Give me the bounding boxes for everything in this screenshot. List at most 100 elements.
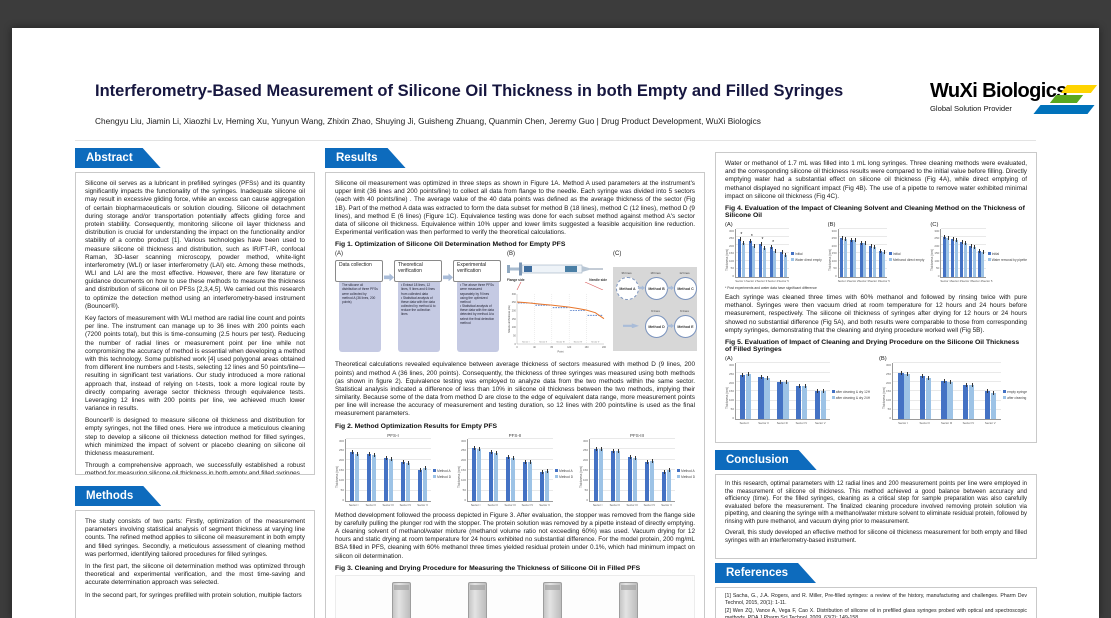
fig2a-part <box>366 439 377 501</box>
fig2b-part <box>542 469 543 474</box>
fig2c-part <box>630 455 631 460</box>
fig5b-part <box>904 372 910 419</box>
fig2b-part: Method D <box>559 474 573 479</box>
fig2a-part <box>425 466 426 471</box>
fig2c-part <box>664 470 665 475</box>
fig5a-part <box>785 379 787 384</box>
methods-paragraph: In the first part, the silicone oil dete… <box>85 562 305 587</box>
fig2b-part <box>555 469 559 473</box>
references-box: [1] Sacha, G., J.A. Rogers, and R. Mille… <box>715 587 1037 618</box>
fig2a-part <box>383 456 389 501</box>
fig5b-part: empty syringe <box>1003 390 1027 394</box>
fig2b-part <box>493 450 499 501</box>
figure1-label-a: (A) <box>335 251 343 258</box>
fig4c-part <box>946 235 950 277</box>
fig2b-part <box>496 450 497 455</box>
fig2a-part <box>349 450 355 501</box>
fig2c-part <box>590 479 676 480</box>
fig4b-part: Sector 1 <box>837 278 849 283</box>
fig4a-part: * <box>748 229 756 277</box>
fig1b-part: 250 <box>512 302 517 305</box>
fig2c-part <box>669 467 670 472</box>
figure-5: Thickness (nm) 300 250 200 150 100 50 0 Sector I… <box>725 362 1027 427</box>
method-circle: Method C <box>674 277 697 301</box>
fig5b-part: 200 <box>886 380 892 385</box>
fig2b-part: Method A Method D <box>553 439 573 509</box>
logo-stripe-yellow <box>1060 85 1098 93</box>
fig5b-part <box>925 375 932 419</box>
fig2b-part: Sector III <box>504 502 516 507</box>
fig2c-part: Sector IV <box>643 502 656 507</box>
fig2b-part <box>479 446 480 451</box>
syringe-cap <box>620 584 636 590</box>
fig5b-part <box>993 390 994 395</box>
fig1b-part: Point <box>558 350 564 354</box>
fig2a-part: Method A <box>437 468 451 473</box>
fig4b-part <box>880 249 881 254</box>
fig2c-part: Method D <box>681 474 695 479</box>
conclusion-paragraph: In this research, optimal parameters wit… <box>725 481 1027 525</box>
fig4a-part <box>741 241 745 277</box>
fig1b-part: 150 <box>512 318 517 321</box>
fig4c-part <box>969 243 973 277</box>
fig4c-part: Initial Water removal by pipette <box>986 229 1027 285</box>
fig4a-part: 250 <box>729 236 735 241</box>
fig5a-part: 50 <box>730 407 735 412</box>
fig4b-part <box>849 229 857 277</box>
fig4a-part: 150 <box>729 251 735 256</box>
fig2a-part: Sector I Sector II Sector III Sector IV Sect… <box>345 438 432 509</box>
fig2c-part <box>647 460 648 465</box>
fig4a-part <box>773 248 777 277</box>
fig2b-part: 200 <box>461 458 467 463</box>
fig1b-part: Sector III <box>556 341 565 344</box>
fig4c-part <box>951 229 958 277</box>
fig2c-part: 300 <box>583 438 589 443</box>
fig4b-part <box>840 235 844 277</box>
figure-4: Thickness (nm) 300 250 200 150 100 50 0 * * * * Sect… <box>725 228 1027 285</box>
fig1b-part: 100 <box>512 327 517 330</box>
fig5b-part: Sector V <box>984 420 996 425</box>
results-box: Silicone oil measurement was optimized i… <box>325 172 705 618</box>
fig5b-part: Sector I <box>898 420 908 425</box>
fig2b-part: Method A <box>559 468 573 473</box>
fig4b-part: 300 <box>831 228 837 233</box>
fig4a-part <box>780 250 784 277</box>
fig5b-part: 50 <box>887 407 892 412</box>
fig5b-part <box>987 389 988 394</box>
fig2b-part: Thickness (nm) <box>457 466 461 489</box>
poster-sheet: Interferometry-Based Measurement of Sili… <box>12 28 1099 618</box>
method-circle: Method B <box>645 277 668 301</box>
fig2c-part <box>615 449 621 501</box>
fig5a-part <box>820 388 827 419</box>
arrow-right-icon <box>443 273 453 282</box>
fig4b-part: 200 <box>831 243 837 248</box>
fig4c-part: Sector 3 <box>961 278 972 283</box>
section-banner-methods: Methods <box>75 486 161 506</box>
fig2b-part <box>505 455 511 501</box>
fig2c-part <box>596 447 597 452</box>
page-title: Interferometry-Based Measurement of Sili… <box>95 82 844 100</box>
fig4a-part: * <box>750 233 753 240</box>
fig2c-part: Method D <box>677 475 695 479</box>
fig4c-part: Water removal by pipette <box>991 257 1028 262</box>
fig4b-part <box>859 240 863 277</box>
fig2c-part <box>589 438 676 502</box>
fig2c-part <box>644 439 655 501</box>
fig2b-part: Method A <box>555 469 573 473</box>
fig4c-part <box>942 234 946 277</box>
fig4b-part <box>841 235 843 240</box>
fig4a-part <box>771 245 772 250</box>
fig4a-part <box>752 243 756 277</box>
logo-stripe-blue <box>1033 105 1095 114</box>
fig4a-part <box>736 236 790 237</box>
fig2b-part <box>468 469 554 470</box>
figure4-label-c: (C) <box>930 221 939 228</box>
fig4b-part <box>838 252 887 253</box>
syringe-photo <box>618 581 638 618</box>
logo-stripe-green <box>1049 95 1084 103</box>
fig4b-part: 250 <box>831 236 837 241</box>
figure-3 <box>335 574 695 618</box>
figure1-label-c: (C) <box>613 251 622 258</box>
fig5a-part <box>758 375 764 419</box>
fig4a-part <box>783 252 787 277</box>
